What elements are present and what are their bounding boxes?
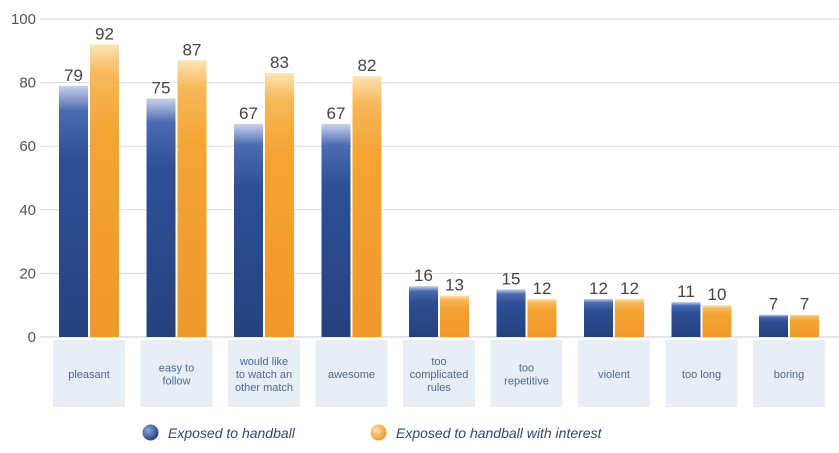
category-label: would like bbox=[239, 356, 288, 368]
bar bbox=[352, 76, 382, 338]
category-label-box bbox=[753, 340, 825, 407]
category-label: rules bbox=[427, 382, 451, 394]
category-label-box bbox=[228, 340, 300, 407]
category-label: awesome bbox=[328, 369, 375, 381]
bar bbox=[234, 123, 263, 337]
bar bbox=[146, 98, 176, 337]
data-label: 67 bbox=[327, 104, 346, 123]
category-label-box bbox=[490, 340, 563, 407]
category-label: other match bbox=[235, 382, 293, 394]
bar bbox=[496, 289, 526, 337]
bar bbox=[671, 302, 701, 337]
data-label: 16 bbox=[414, 266, 433, 285]
category-label: violent bbox=[598, 369, 630, 381]
bar bbox=[265, 73, 294, 337]
category-label: repetitive bbox=[504, 376, 549, 388]
legend-marker-blue bbox=[142, 424, 159, 441]
category-label: complicated bbox=[410, 369, 469, 381]
y-tick-label: 60 bbox=[19, 138, 36, 155]
y-tick-label: 20 bbox=[19, 265, 36, 282]
data-label: 83 bbox=[270, 53, 289, 72]
data-label: 12 bbox=[589, 279, 608, 298]
legend-marker-orange bbox=[370, 424, 387, 441]
category-label: easy to bbox=[159, 363, 194, 375]
category-label: boring bbox=[774, 369, 805, 381]
bar bbox=[759, 314, 788, 337]
bar bbox=[615, 298, 644, 337]
legend: Exposed to handball Exposed to handball … bbox=[0, 424, 839, 450]
bar bbox=[409, 286, 438, 337]
y-tick-label: 80 bbox=[19, 75, 36, 92]
data-label: 7 bbox=[800, 295, 809, 314]
category-label: follow bbox=[162, 376, 190, 388]
y-tick-label: 100 bbox=[11, 11, 36, 28]
data-label: 12 bbox=[620, 279, 639, 298]
category-label: pleasant bbox=[68, 369, 110, 381]
y-tick-label: 0 bbox=[28, 329, 36, 346]
bar bbox=[527, 298, 557, 337]
data-label: 7 bbox=[769, 295, 778, 314]
data-label: 67 bbox=[239, 104, 258, 123]
category-label-box bbox=[53, 340, 125, 407]
data-label: 15 bbox=[502, 269, 521, 288]
bar bbox=[59, 85, 88, 337]
data-label: 11 bbox=[677, 282, 695, 301]
data-label: 82 bbox=[358, 56, 377, 75]
data-label: 10 bbox=[708, 285, 727, 304]
category-label: too bbox=[519, 363, 534, 375]
category-label-box bbox=[665, 340, 738, 407]
data-label: 92 bbox=[95, 24, 114, 43]
data-label: 75 bbox=[152, 79, 171, 98]
data-label: 12 bbox=[533, 279, 552, 298]
y-tick-label: 40 bbox=[19, 202, 36, 219]
legend-item-series-2: Exposed to handball with interest bbox=[370, 424, 601, 441]
bar bbox=[702, 305, 732, 337]
legend-label: Exposed to handball bbox=[168, 424, 295, 441]
category-label-box bbox=[140, 340, 213, 407]
bar bbox=[790, 314, 819, 337]
bar bbox=[177, 60, 207, 338]
category-label: to watch an bbox=[236, 369, 292, 381]
data-label: 87 bbox=[183, 40, 202, 59]
category-label-box bbox=[315, 340, 388, 407]
category-label-box bbox=[578, 340, 650, 407]
bar bbox=[584, 298, 613, 337]
bar bbox=[440, 295, 469, 337]
legend-label: Exposed to handball with interest bbox=[396, 424, 602, 441]
data-label: 13 bbox=[445, 276, 464, 295]
category-label-box bbox=[403, 340, 475, 407]
category-label: too bbox=[431, 356, 446, 368]
bar bbox=[90, 44, 119, 337]
data-label: 79 bbox=[64, 66, 83, 85]
legend-item-series-1: Exposed to handball bbox=[142, 424, 295, 441]
category-label: too long bbox=[682, 369, 721, 381]
bar bbox=[321, 123, 351, 337]
